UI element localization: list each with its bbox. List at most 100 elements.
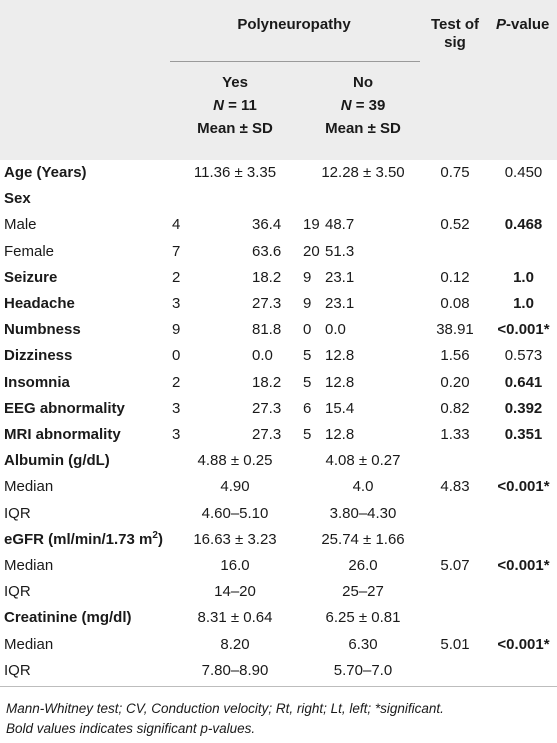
yes-count: 7 xyxy=(172,243,181,260)
yes-count: 3 xyxy=(172,400,181,417)
no-value: 3.80–4.30 xyxy=(329,505,397,522)
no-percent: 12.8 xyxy=(325,426,355,443)
no-value: 26.0 xyxy=(348,557,378,574)
row-label: Male xyxy=(4,216,37,233)
p-value: <0.001* xyxy=(497,636,550,653)
no-group-heading: No N = 39 Mean ± SD xyxy=(298,71,428,140)
test-statistic: 5.01 xyxy=(440,636,470,653)
no-value: 4.0 xyxy=(352,478,374,495)
footnote-line1: Mann-Whitney test; CV, Conduction veloci… xyxy=(6,701,444,716)
no-value: 25.74 ± 1.66 xyxy=(321,531,405,548)
test-of-sig-line1: Test of xyxy=(430,16,480,33)
row-label: Median xyxy=(4,478,54,495)
p-value: 0.351 xyxy=(504,426,543,443)
yes-percent: 27.3 xyxy=(252,426,282,443)
no-percent: 23.1 xyxy=(325,295,355,312)
p-value-heading: P-value xyxy=(496,16,550,33)
no-count: 5 xyxy=(303,347,312,364)
yes-mean-sd: Mean ± SD xyxy=(197,120,273,137)
p-value: 0.641 xyxy=(504,374,543,391)
yes-percent: 0.0 xyxy=(252,347,273,364)
no-value: 12.28 ± 3.50 xyxy=(321,164,405,181)
test-statistic: 38.91 xyxy=(436,321,474,338)
row-label: IQR xyxy=(4,505,31,522)
test-statistic: 5.07 xyxy=(440,557,470,574)
yes-count: 9 xyxy=(172,321,181,338)
yes-value: 8.20 xyxy=(220,636,250,653)
no-value: 4.08 ± 0.27 xyxy=(325,452,401,469)
no-value: 5.70–7.0 xyxy=(333,662,393,679)
yes-value: 4.60–5.10 xyxy=(201,505,269,522)
no-count: 20 xyxy=(303,243,320,260)
no-count: 5 xyxy=(303,426,312,443)
test-statistic: 0.12 xyxy=(440,269,470,286)
group-underline xyxy=(170,61,420,62)
row-label: Insomnia xyxy=(4,374,70,391)
row-label: IQR xyxy=(4,662,31,679)
no-count: 19 xyxy=(303,216,320,233)
row-label: EEG abnormality xyxy=(4,400,125,417)
test-statistic: 0.75 xyxy=(440,164,470,181)
yes-value: 16.63 ± 3.23 xyxy=(193,531,277,548)
p-value: <0.001* xyxy=(497,321,550,338)
yes-percent: 18.2 xyxy=(252,269,282,286)
row-label: MRI abnormality xyxy=(4,426,121,443)
no-count: 5 xyxy=(303,374,312,391)
no-percent: 12.8 xyxy=(325,374,355,391)
row-label: Albumin (g/dL) xyxy=(4,452,110,469)
yes-value: 8.31 ± 0.64 xyxy=(197,609,273,626)
no-value: 25–27 xyxy=(342,583,384,600)
row-label: Dizziness xyxy=(4,347,73,364)
yes-percent: 27.3 xyxy=(252,400,282,417)
yes-value: 4.90 xyxy=(220,478,250,495)
no-mean-sd: Mean ± SD xyxy=(325,120,401,137)
yes-value: 7.80–8.90 xyxy=(201,662,269,679)
no-percent: 0.0 xyxy=(325,321,346,338)
no-count: 9 xyxy=(303,269,312,286)
yes-count: 4 xyxy=(172,216,181,233)
yes-percent: 18.2 xyxy=(252,374,282,391)
footnote-line2: Bold values indicates significant p-valu… xyxy=(6,721,256,736)
yes-n: N = 11 xyxy=(213,97,257,114)
row-label: Female xyxy=(4,243,55,260)
yes-label: Yes xyxy=(222,74,248,91)
yes-percent: 81.8 xyxy=(252,321,282,338)
test-of-sig-line2: sig xyxy=(444,34,466,51)
yes-group-heading: Yes N = 11 Mean ± SD xyxy=(170,71,300,140)
yes-count: 3 xyxy=(172,426,181,443)
p-value: 0.392 xyxy=(504,400,543,417)
test-statistic: 0.82 xyxy=(440,400,470,417)
no-percent: 23.1 xyxy=(325,269,355,286)
row-label: Numbness xyxy=(4,321,81,338)
row-label: eGFR (ml/min/1.73 m2) xyxy=(4,530,163,549)
yes-percent: 36.4 xyxy=(252,216,282,233)
test-statistic: 1.56 xyxy=(440,347,470,364)
yes-count: 2 xyxy=(172,269,181,286)
row-label: Median xyxy=(4,636,54,653)
yes-percent: 27.3 xyxy=(252,295,282,312)
p-value: 0.450 xyxy=(504,164,543,181)
p-value: 1.0 xyxy=(513,269,534,286)
no-count: 9 xyxy=(303,295,312,312)
yes-value: 16.0 xyxy=(220,557,250,574)
no-value: 6.25 ± 0.81 xyxy=(325,609,401,626)
row-label: Median xyxy=(4,557,54,574)
no-percent: 48.7 xyxy=(325,216,355,233)
row-label: Seizure xyxy=(4,269,58,286)
test-statistic: 0.52 xyxy=(440,216,470,233)
test-statistic: 4.83 xyxy=(440,478,470,495)
row-label: Creatinine (mg/dl) xyxy=(4,609,132,626)
row-label: Sex xyxy=(4,190,31,207)
row-label: Age (Years) xyxy=(4,164,87,181)
yes-value: 14–20 xyxy=(214,583,256,600)
yes-count: 0 xyxy=(172,347,181,364)
p-value: 0.573 xyxy=(504,347,543,364)
test-statistic: 0.20 xyxy=(440,374,470,391)
yes-value: 4.88 ± 0.25 xyxy=(197,452,273,469)
no-label: No xyxy=(353,74,373,91)
row-label: IQR xyxy=(4,583,31,600)
yes-count: 3 xyxy=(172,295,181,312)
p-value: <0.001* xyxy=(497,478,550,495)
polyneuropathy-heading: Polyneuropathy xyxy=(237,16,351,33)
p-value: 0.468 xyxy=(504,216,543,233)
